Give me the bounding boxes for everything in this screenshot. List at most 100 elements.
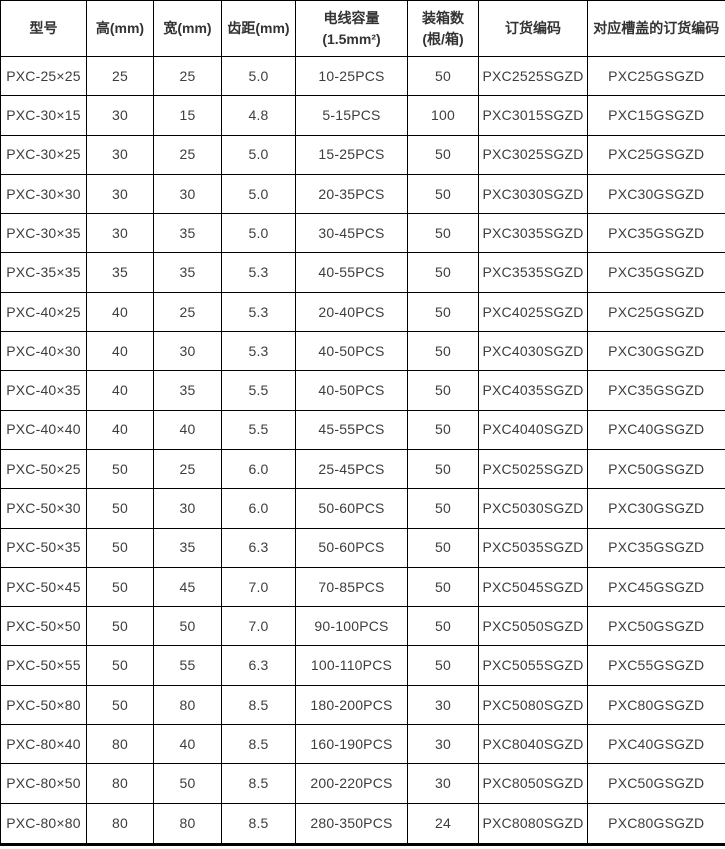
table-cell-width-mm: 30 bbox=[153, 488, 222, 529]
table-cell-qty-per-box: 50 bbox=[407, 606, 479, 647]
table-cell-order-code: PXC5025SGZD bbox=[478, 448, 588, 490]
table-row: PXC-80×50 80 50 8.5 200-220PCS 30 PXC8050SGZD P… bbox=[0, 763, 725, 804]
table-row: PXC-40×30 40 30 5.3 40-50PCS 50 PXC4030SGZD PXC… bbox=[0, 331, 725, 372]
table-cell-wire-capacity: 100-110PCS bbox=[295, 645, 408, 686]
table-header: 型号 高(mm) 宽(mm) 齿距(mm) 电线容量 (1.5mm²) 装箱数 (根/箱)… bbox=[0, 0, 725, 57]
table-row: PXC-25×25 25 25 5.0 10-25PCS 50 PXC2525SGZD PXC… bbox=[0, 55, 725, 97]
table-cell-height-mm: 40 bbox=[86, 409, 154, 450]
table-cell-order-code: PXC5045SGZD bbox=[478, 566, 588, 608]
table-cell-model: PXC-30×25 bbox=[0, 134, 87, 175]
table-cell-cover-order-code: PXC80GSGZD bbox=[587, 684, 725, 726]
table-cell-cover-order-code: PXC15GSGZD bbox=[587, 95, 725, 136]
table-cell-cover-order-code: PXC25GSGZD bbox=[587, 291, 725, 333]
table-cell-height-mm: 30 bbox=[86, 213, 154, 254]
table-cell-cover-order-code: PXC30GSGZD bbox=[587, 173, 725, 215]
table-cell-height-mm: 35 bbox=[86, 252, 154, 293]
table-cell-wire-capacity: 200-220PCS bbox=[295, 763, 408, 804]
table-cell-width-mm: 40 bbox=[153, 724, 222, 765]
table-row: PXC-80×40 80 40 8.5 160-190PCS 30 PXC8040SGZD P… bbox=[0, 724, 725, 765]
table-cell-height-mm: 40 bbox=[86, 291, 154, 333]
table-cell-cover-order-code: PXC35GSGZD bbox=[587, 252, 725, 293]
table-cell-height-mm: 50 bbox=[86, 527, 154, 568]
table-cell-height-mm: 25 bbox=[86, 55, 154, 97]
table-cell-cover-order-code: PXC35GSGZD bbox=[587, 370, 725, 411]
table-cell-model: PXC-50×30 bbox=[0, 488, 87, 529]
table-cell-tooth-pitch-mm: 5.0 bbox=[221, 173, 296, 215]
table-cell-width-mm: 35 bbox=[153, 527, 222, 568]
table-cell-model: PXC-50×55 bbox=[0, 645, 87, 686]
table-cell-qty-per-box: 100 bbox=[407, 95, 479, 136]
table-cell-tooth-pitch-mm: 5.3 bbox=[221, 252, 296, 293]
table-cell-qty-per-box: 50 bbox=[407, 645, 479, 686]
column-header-cover-order-code: 对应槽盖的订货编码 bbox=[587, 0, 725, 57]
table-cell-model: PXC-50×80 bbox=[0, 684, 87, 726]
table-cell-tooth-pitch-mm: 6.3 bbox=[221, 527, 296, 568]
table-cell-qty-per-box: 50 bbox=[407, 488, 479, 529]
table-cell-wire-capacity: 50-60PCS bbox=[295, 488, 408, 529]
table-cell-wire-capacity: 20-35PCS bbox=[295, 173, 408, 215]
table-cell-qty-per-box: 50 bbox=[407, 331, 479, 372]
table-cell-qty-per-box: 50 bbox=[407, 370, 479, 411]
table-cell-wire-capacity: 90-100PCS bbox=[295, 606, 408, 647]
table-cell-cover-order-code: PXC25GSGZD bbox=[587, 55, 725, 97]
column-header-order-code: 订货编码 bbox=[478, 0, 588, 57]
table-cell-order-code: PXC5050SGZD bbox=[478, 606, 588, 647]
table-cell-height-mm: 50 bbox=[86, 566, 154, 608]
table-cell-wire-capacity: 40-55PCS bbox=[295, 252, 408, 293]
table-cell-tooth-pitch-mm: 8.5 bbox=[221, 763, 296, 804]
table-cell-tooth-pitch-mm: 5.0 bbox=[221, 134, 296, 175]
table-cell-order-code: PXC4035SGZD bbox=[478, 370, 588, 411]
column-header-model: 型号 bbox=[0, 0, 87, 57]
table-row: PXC-80×80 80 80 8.5 280-350PCS 24 PXC8080SGZD P… bbox=[0, 802, 725, 846]
table-cell-width-mm: 35 bbox=[153, 370, 222, 411]
table-cell-tooth-pitch-mm: 6.0 bbox=[221, 488, 296, 529]
table-cell-order-code: PXC3535SGZD bbox=[478, 252, 588, 293]
table-cell-wire-capacity: 70-85PCS bbox=[295, 566, 408, 608]
table-cell-qty-per-box: 50 bbox=[407, 448, 479, 490]
table-row: PXC-50×45 50 45 7.0 70-85PCS 50 PXC5045SGZD PXC… bbox=[0, 566, 725, 608]
table-cell-cover-order-code: PXC40GSGZD bbox=[587, 724, 725, 765]
table-row: PXC-30×35 30 35 5.0 30-45PCS 50 PXC3035SGZD PXC… bbox=[0, 213, 725, 254]
table-cell-order-code: PXC4040SGZD bbox=[478, 409, 588, 450]
table-row: PXC-30×15 30 15 4.8 5-15PCS 100 PXC3015SGZD PXC… bbox=[0, 95, 725, 136]
table-cell-order-code: PXC5055SGZD bbox=[478, 645, 588, 686]
table-cell-model: PXC-30×35 bbox=[0, 213, 87, 254]
table-cell-width-mm: 50 bbox=[153, 763, 222, 804]
table-cell-tooth-pitch-mm: 5.0 bbox=[221, 213, 296, 254]
table-cell-cover-order-code: PXC55GSGZD bbox=[587, 645, 725, 686]
table-cell-model: PXC-50×45 bbox=[0, 566, 87, 608]
table-cell-height-mm: 50 bbox=[86, 645, 154, 686]
table-cell-tooth-pitch-mm: 5.5 bbox=[221, 370, 296, 411]
table-cell-tooth-pitch-mm: 6.3 bbox=[221, 645, 296, 686]
table-cell-wire-capacity: 30-45PCS bbox=[295, 213, 408, 254]
table-cell-tooth-pitch-mm: 7.0 bbox=[221, 606, 296, 647]
table-row: PXC-50×25 50 25 6.0 25-45PCS 50 PXC5025SGZD PXC… bbox=[0, 448, 725, 490]
table-row: PXC-50×30 50 30 6.0 50-60PCS 50 PXC5030SGZD PXC… bbox=[0, 488, 725, 529]
table-cell-order-code: PXC3030SGZD bbox=[478, 173, 588, 215]
table-cell-width-mm: 30 bbox=[153, 331, 222, 372]
table-cell-model: PXC-80×50 bbox=[0, 763, 87, 804]
table-row: PXC-50×50 50 50 7.0 90-100PCS 50 PXC5050SGZD PX… bbox=[0, 606, 725, 647]
table-cell-qty-per-box: 50 bbox=[407, 566, 479, 608]
table-cell-wire-capacity: 20-40PCS bbox=[295, 291, 408, 333]
table-cell-wire-capacity: 40-50PCS bbox=[295, 331, 408, 372]
column-header-tooth-pitch-mm: 齿距(mm) bbox=[221, 0, 296, 57]
column-header-height-mm: 高(mm) bbox=[86, 0, 154, 57]
table-cell-cover-order-code: PXC30GSGZD bbox=[587, 488, 725, 529]
table-cell-wire-capacity: 45-55PCS bbox=[295, 409, 408, 450]
table-row: PXC-40×35 40 35 5.5 40-50PCS 50 PXC4035SGZD PXC… bbox=[0, 370, 725, 411]
table-cell-model: PXC-30×15 bbox=[0, 95, 87, 136]
table-cell-model: PXC-50×35 bbox=[0, 527, 87, 568]
table-cell-cover-order-code: PXC50GSGZD bbox=[587, 606, 725, 647]
table-cell-model: PXC-80×80 bbox=[0, 802, 87, 846]
table-cell-model: PXC-35×35 bbox=[0, 252, 87, 293]
table-cell-width-mm: 35 bbox=[153, 213, 222, 254]
table-cell-width-mm: 25 bbox=[153, 448, 222, 490]
table-cell-tooth-pitch-mm: 6.0 bbox=[221, 448, 296, 490]
table-cell-wire-capacity: 180-200PCS bbox=[295, 684, 408, 726]
table-cell-width-mm: 25 bbox=[153, 291, 222, 333]
table-cell-wire-capacity: 15-25PCS bbox=[295, 134, 408, 175]
table-cell-wire-capacity: 160-190PCS bbox=[295, 724, 408, 765]
table-cell-qty-per-box: 50 bbox=[407, 252, 479, 293]
